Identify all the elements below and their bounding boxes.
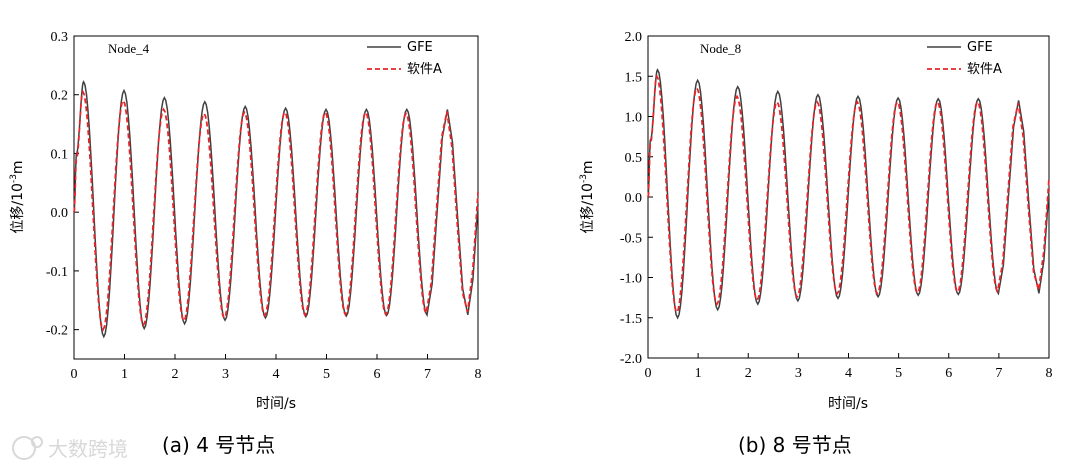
y-axis-label-b-sup: -3 <box>579 174 589 183</box>
y-axis-label-a: 位移/10-3m <box>9 160 26 233</box>
node-label-b: Node_8 <box>700 41 741 56</box>
y-ticks-a: -0.2 -0.1 0.0 0.1 0.2 0.3 <box>46 30 79 339</box>
x-ticks-a: 0 1 2 3 4 5 6 7 8 <box>71 354 482 382</box>
series-group-b <box>647 68 1050 320</box>
y-ticks-b: -2.0 -1.5 -1.0 -0.5 0.0 0.5 1.0 1.5 2.0 <box>620 30 653 367</box>
y-tick-label: -1.0 <box>620 272 642 287</box>
legend-gfe-label-a: GFE <box>407 40 433 55</box>
caption-b: (b) 8 号节点 <box>738 433 852 457</box>
chart-b: 0 1 2 3 4 5 6 7 8 -2.0 -1.5 -1.0 -0.5 0.0 0.5 1.0 1.5 2.… <box>579 30 1053 457</box>
x-tick-label: 8 <box>475 367 482 382</box>
watermark-text: 大数跨境 <box>48 437 128 461</box>
y-tick-label: 0.1 <box>51 147 69 162</box>
series-group-a <box>73 80 479 339</box>
legend-gfe-label-b: GFE <box>967 40 993 55</box>
y-axis-label-a-unit: m <box>10 160 26 174</box>
y-axis-label-b: 位移/10-3m <box>579 160 596 233</box>
x-tick-label: 8 <box>1046 366 1053 381</box>
x-tick-label: 1 <box>121 367 128 382</box>
x-axis-label-a: 时间/s <box>256 396 296 412</box>
y-tick-label: 0.0 <box>625 191 643 206</box>
y-axis-label-b-unit: m <box>580 160 596 174</box>
x-axis-label-b: 时间/s <box>828 396 868 412</box>
x-tick-label: 5 <box>323 367 330 382</box>
x-tick-label: 2 <box>745 366 752 381</box>
y-axis-label-b-base: 位移/10 <box>580 183 596 234</box>
y-tick-label: -0.2 <box>46 324 68 339</box>
series-line-software-a-b <box>647 74 1050 315</box>
series-line-gfe-a <box>73 80 479 339</box>
x-tick-label: 7 <box>995 366 1002 381</box>
y-tick-label: 0.2 <box>51 89 69 104</box>
x-tick-label: 5 <box>895 366 902 381</box>
x-ticks-b: 0 1 2 3 4 5 6 7 8 <box>645 353 1053 381</box>
y-axis-label-a-sup: -3 <box>9 174 19 183</box>
legend-b: GFE 软件A <box>927 40 1002 77</box>
x-tick-label: 3 <box>795 366 802 381</box>
legend-softa-label-a: 软件A <box>407 62 442 77</box>
y-tick-label: -1.5 <box>620 312 642 327</box>
legend-a: GFE 软件A <box>367 40 442 77</box>
x-tick-label: 7 <box>424 367 431 382</box>
y-tick-label: 2.0 <box>625 30 643 45</box>
legend-softa-label-b: 软件A <box>967 62 1002 77</box>
x-tick-label: 2 <box>172 367 179 382</box>
y-tick-label: -0.1 <box>46 265 68 280</box>
y-tick-label: -2.0 <box>620 352 642 367</box>
watermark: 大数跨境 <box>12 436 128 461</box>
caption-a: (a) 4 号节点 <box>162 433 275 457</box>
y-tick-label: 0.0 <box>51 206 69 221</box>
x-tick-label: 4 <box>845 366 852 381</box>
node-label-a: Node_4 <box>108 41 150 56</box>
watermark-logo-dot-icon <box>31 436 43 448</box>
y-tick-label: 1.5 <box>625 70 643 85</box>
y-axis-label-a-base: 位移/10 <box>10 183 26 234</box>
y-tick-label: -0.5 <box>620 231 642 246</box>
x-tick-label: 3 <box>222 367 229 382</box>
x-tick-label: 0 <box>645 366 652 381</box>
x-tick-label: 0 <box>71 367 78 382</box>
x-tick-label: 4 <box>273 367 280 382</box>
watermark-logo-icon <box>12 436 36 460</box>
series-line-software-a-a <box>73 89 479 332</box>
y-tick-label: 0.5 <box>625 151 643 166</box>
chart-a: 0 1 2 3 4 5 6 7 8 -0.2 -0.1 0.0 0.1 0.2 0.3 Node_4 GF… <box>9 30 482 457</box>
x-tick-label: 1 <box>695 366 702 381</box>
series-line-gfe-b <box>647 68 1050 320</box>
y-tick-label: 1.0 <box>625 111 643 126</box>
x-tick-label: 6 <box>374 367 381 382</box>
x-tick-label: 6 <box>945 366 952 381</box>
y-tick-label: 0.3 <box>51 30 69 45</box>
